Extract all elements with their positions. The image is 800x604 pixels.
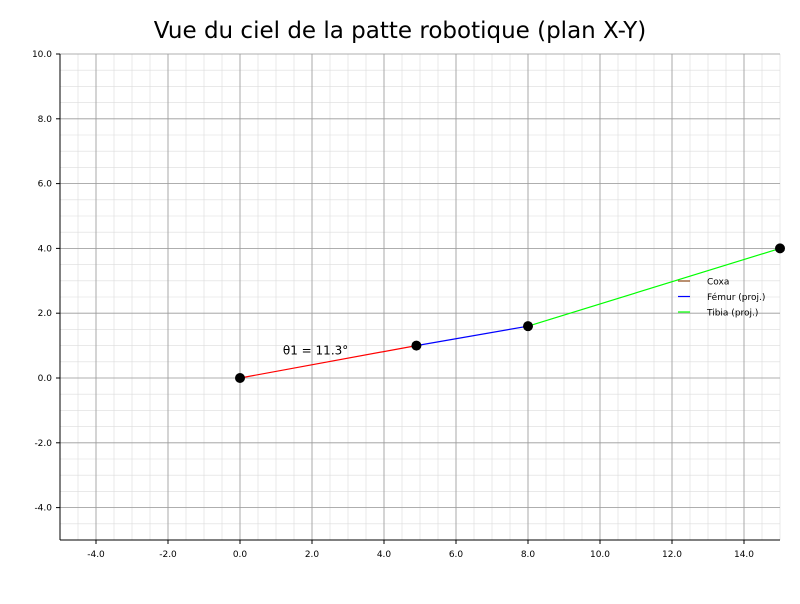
y-tick-label: -2.0	[34, 439, 52, 449]
joint-marker	[235, 373, 245, 383]
x-tick-label: 10.0	[590, 550, 610, 560]
x-tick-label: 8.0	[521, 550, 536, 560]
joint-marker	[411, 340, 422, 351]
y-tick-label: -4.0	[34, 504, 52, 514]
y-tick-label: 0.0	[38, 374, 53, 384]
chart-title: Vue du ciel de la patte robotique (plan …	[153, 18, 647, 44]
x-tick-label: 6.0	[449, 550, 464, 560]
series-line-0	[239, 345, 417, 379]
legend-label: Coxa	[707, 278, 729, 288]
x-tick-label: 4.0	[377, 550, 392, 560]
y-tick-label: 4.0	[38, 244, 53, 254]
angle-annotation: θ1 = 11.3°	[283, 343, 348, 357]
joint-marker	[775, 243, 785, 254]
y-tick-label: 10.0	[32, 50, 52, 60]
joint-marker	[523, 321, 533, 332]
x-tick-label: 0.0	[233, 550, 248, 560]
y-tick-label: 8.0	[38, 115, 53, 125]
series-line-1	[416, 325, 529, 347]
y-tick-label: 6.0	[38, 180, 53, 190]
legend-label: Tibia (proj.)	[706, 309, 758, 319]
legend-label: Fémur (proj.)	[707, 292, 765, 303]
x-tick-label: 2.0	[305, 550, 320, 560]
y-tick-label: 2.0	[38, 309, 53, 319]
x-tick-label: -2.0	[159, 550, 177, 560]
x-tick-label: 14.0	[734, 550, 754, 560]
x-tick-label: 12.0	[662, 550, 682, 560]
x-tick-label: -4.0	[87, 550, 105, 560]
series-line-2	[527, 247, 781, 327]
